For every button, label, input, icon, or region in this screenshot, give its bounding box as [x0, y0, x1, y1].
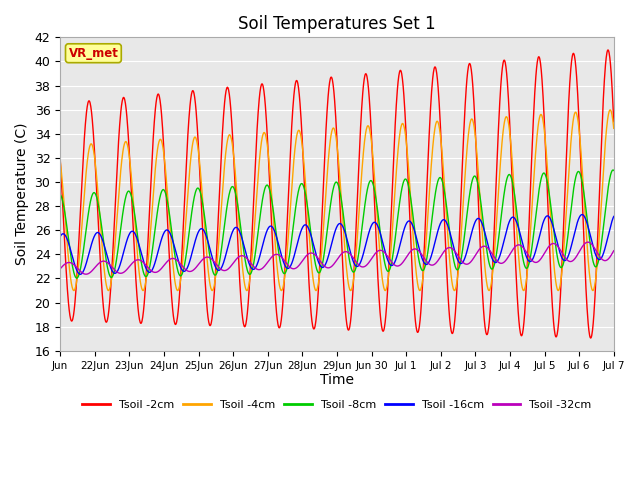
Y-axis label: Soil Temperature (C): Soil Temperature (C)	[15, 123, 29, 265]
X-axis label: Time: Time	[320, 373, 354, 387]
Text: VR_met: VR_met	[68, 47, 118, 60]
Title: Soil Temperatures Set 1: Soil Temperatures Set 1	[238, 15, 436, 33]
Legend: Tsoil -2cm, Tsoil -4cm, Tsoil -8cm, Tsoil -16cm, Tsoil -32cm: Tsoil -2cm, Tsoil -4cm, Tsoil -8cm, Tsoi…	[78, 396, 596, 414]
